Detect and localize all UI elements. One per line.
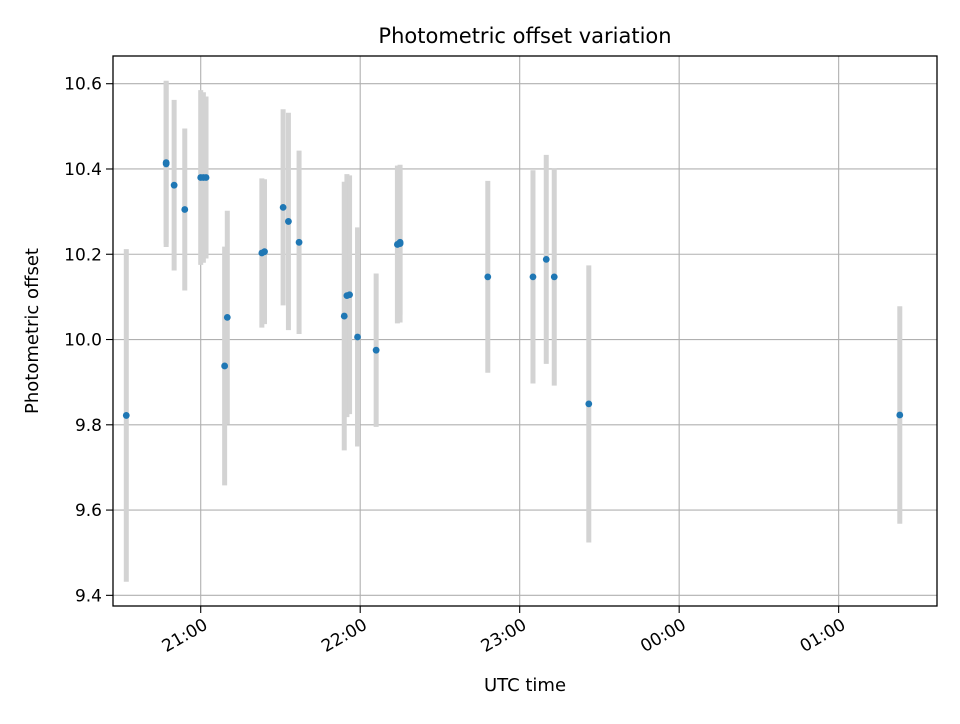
- y-axis-ticks: 9.4 9.6 9.8 10.0 10.2 10.4 10.6: [64, 75, 113, 606]
- data-point: [181, 206, 189, 213]
- y-tick-label: 9.8: [75, 416, 102, 436]
- data-point: [585, 400, 593, 408]
- data-points: [122, 159, 904, 419]
- data-point: [372, 346, 380, 354]
- y-tick-label: 10.4: [64, 160, 102, 180]
- y-tick-label: 9.6: [75, 501, 102, 521]
- data-point: [354, 333, 361, 341]
- data-point: [529, 273, 537, 281]
- data-point: [223, 313, 231, 321]
- data-point: [396, 238, 404, 246]
- data-point: [170, 181, 178, 189]
- y-tick-label: 9.4: [75, 586, 102, 606]
- data-point: [285, 218, 292, 225]
- data-point: [162, 159, 170, 166]
- y-tick-label: 10.2: [64, 245, 102, 265]
- y-tick-label: 10.0: [64, 331, 102, 351]
- y-axis-label: Photometric offset: [22, 248, 43, 414]
- x-axis-label: UTC time: [484, 675, 566, 696]
- data-point: [542, 255, 550, 263]
- data-point: [346, 291, 353, 299]
- data-point: [295, 238, 303, 246]
- data-point: [279, 203, 287, 211]
- y-tick-label: 10.6: [64, 75, 102, 95]
- grid: [113, 56, 937, 606]
- chart-title: Photometric offset variation: [378, 24, 671, 48]
- data-point: [340, 312, 348, 320]
- data-point: [202, 174, 210, 181]
- data-point: [896, 411, 904, 419]
- data-point: [261, 248, 268, 256]
- data-point: [550, 273, 558, 281]
- data-point: [122, 412, 130, 419]
- plot-frame: [112, 55, 938, 607]
- data-point: [221, 362, 229, 370]
- data-point: [484, 273, 492, 281]
